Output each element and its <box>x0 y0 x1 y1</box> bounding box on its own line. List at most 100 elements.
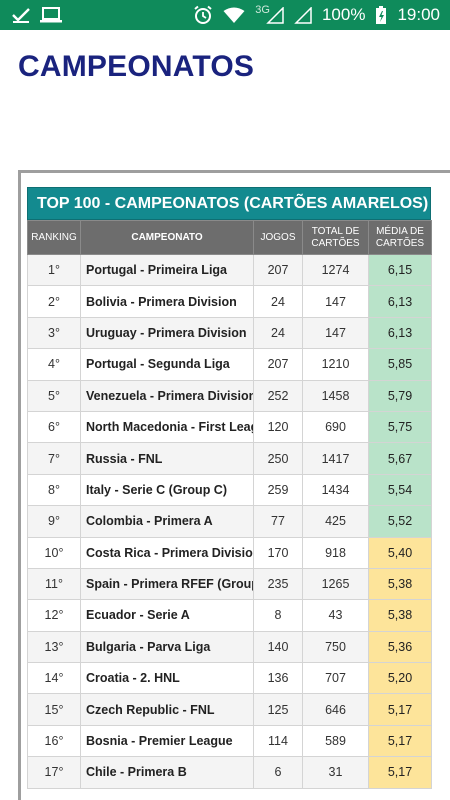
rank-cell: 2° <box>27 285 81 318</box>
table-row[interactable]: 3° Uruguay - Primera Division 24 147 6,13 <box>27 316 432 350</box>
games-cell: 8 <box>253 599 303 632</box>
total-cards-cell: 1265 <box>302 567 369 601</box>
rank-cell: 4° <box>27 348 81 381</box>
table-row[interactable]: 16° Bosnia - Premier League 114 589 5,17 <box>27 724 432 758</box>
league-cell: Portugal - Primeira Liga <box>80 253 254 287</box>
total-cards-cell: 43 <box>302 599 369 632</box>
total-cards-cell: 918 <box>302 536 369 569</box>
avg-cards-cell: 5,54 <box>368 473 432 507</box>
rank-cell: 9° <box>27 505 81 538</box>
games-cell: 114 <box>253 724 303 758</box>
avg-cards-cell: 5,17 <box>368 724 432 758</box>
total-cards-cell: 425 <box>302 505 369 538</box>
total-cards-cell: 1417 <box>302 442 369 475</box>
games-cell: 250 <box>253 442 303 475</box>
league-cell: Bolivia - Primera Division <box>80 285 254 318</box>
games-cell: 24 <box>253 316 303 350</box>
avg-cards-cell: 6,13 <box>368 316 432 350</box>
rank-cell: 3° <box>27 316 81 350</box>
league-cell: Ecuador - Serie A <box>80 599 254 632</box>
games-cell: 207 <box>253 348 303 381</box>
total-cards-cell: 1434 <box>302 473 369 507</box>
table-row[interactable]: 8° Italy - Serie C (Group C) 259 1434 5,54 <box>27 473 432 507</box>
league-cell: Russia - FNL <box>80 442 254 475</box>
avg-cards-cell: 5,17 <box>368 693 432 726</box>
table-frame[interactable]: TOP 100 - CAMPEONATOS (CARTÕES AMARELOS)… <box>18 170 450 800</box>
table-title: TOP 100 - CAMPEONATOS (CARTÕES AMARELOS) <box>27 187 431 220</box>
avg-cards-cell: 5,20 <box>368 662 432 695</box>
column-header-league: CAMPEONATO <box>80 220 254 255</box>
table-row[interactable]: 10° Costa Rica - Primera Division 170 918 5,… <box>27 536 432 569</box>
games-cell: 235 <box>253 567 303 601</box>
avg-cards-cell: 5,67 <box>368 442 432 475</box>
table-row[interactable]: 4° Portugal - Segunda Liga 207 1210 5,85 <box>27 348 432 381</box>
clock: 19:00 <box>397 5 440 24</box>
league-cell: Colombia - Primera A <box>80 505 254 538</box>
rank-cell: 5° <box>27 379 81 412</box>
status-bar-right: 3G 100% 19:00 <box>193 0 440 30</box>
signal-icon: 3G <box>255 0 284 30</box>
total-cards-cell: 1458 <box>302 379 369 412</box>
games-cell: 207 <box>253 253 303 287</box>
rank-cell: 17° <box>27 756 81 789</box>
column-header-games: JOGOS <box>253 220 303 255</box>
table-row[interactable]: 14° Croatia - 2. HNL 136 707 5,20 <box>27 662 432 695</box>
rank-cell: 11° <box>27 567 81 601</box>
column-header-ranking: RANKING <box>27 220 81 255</box>
games-cell: 6 <box>253 756 303 789</box>
rank-cell: 10° <box>27 536 81 569</box>
games-cell: 77 <box>253 505 303 538</box>
games-cell: 259 <box>253 473 303 507</box>
table-row[interactable]: 6°North Macedonia - First League1206905,… <box>27 410 432 444</box>
total-cards-cell: 750 <box>302 630 369 664</box>
laptop-icon <box>40 0 62 30</box>
avg-cards-cell: 5,38 <box>368 567 432 601</box>
total-cards-cell: 147 <box>302 316 369 350</box>
games-cell: 24 <box>253 285 303 318</box>
avg-cards-cell: 6,13 <box>368 285 432 318</box>
games-cell: 120 <box>253 410 303 444</box>
column-header-avg-cards: MÉDIA DE CARTÕES <box>368 220 432 255</box>
league-cell: Portugal - Segunda Liga <box>80 348 254 381</box>
table-row[interactable]: 1° Portugal - Primeira Liga 207 1274 6,15 <box>27 253 432 287</box>
total-cards-cell: 147 <box>302 285 369 318</box>
wifi-icon <box>223 0 245 30</box>
network-type: 3G <box>255 4 270 16</box>
table-row[interactable]: 13° Bulgaria - Parva Liga 140 750 5,36 <box>27 630 432 664</box>
table-row[interactable]: 17° Chile - Primera B 6 31 5,17 <box>27 756 432 789</box>
battery-charging-icon <box>375 0 387 30</box>
table-header-row: RANKING CAMPEONATO JOGOS TOTAL DE CARTÕE… <box>27 220 432 255</box>
league-cell: Spain - Primera RFEF (Group 2) <box>80 567 254 601</box>
status-bar-left <box>12 0 62 30</box>
rank-cell: 1° <box>27 253 81 287</box>
league-cell: Venezuela - Primera Division <box>80 379 254 412</box>
league-cell: Costa Rica - Primera Division <box>80 536 254 569</box>
table-row[interactable]: 2° Bolivia - Primera Division 24 147 6,13 <box>27 285 432 318</box>
rank-cell: 8° <box>27 473 81 507</box>
table-row[interactable]: 9° Colombia - Primera A 77 425 5,52 <box>27 505 432 538</box>
games-cell: 140 <box>253 630 303 664</box>
table-row[interactable]: 12° Ecuador - Serie A 8 43 5,38 <box>27 599 432 632</box>
column-header-total-cards: TOTAL DE CARTÕES <box>302 220 369 255</box>
signal-icon-2 <box>294 0 312 30</box>
league-cell: Bulgaria - Parva Liga <box>80 630 254 664</box>
rank-cell: 14° <box>27 662 81 695</box>
avg-cards-cell: 5,38 <box>368 599 432 632</box>
avg-cards-cell: 5,52 <box>368 505 432 538</box>
avg-cards-cell: 5,75 <box>368 410 432 444</box>
page-title: CAMPEONATOS <box>18 50 255 83</box>
alarm-icon <box>193 0 213 30</box>
table-row[interactable]: 11°Spain - Primera RFEF (Group 2)2351265… <box>27 567 432 601</box>
table-row[interactable]: 7° Russia - FNL 250 1417 5,67 <box>27 442 432 475</box>
table-row[interactable]: 15° Czech Republic - FNL 125 646 5,17 <box>27 693 432 726</box>
ranking-table: RANKING CAMPEONATO JOGOS TOTAL DE CARTÕE… <box>27 220 432 789</box>
games-cell: 252 <box>253 379 303 412</box>
league-cell: Chile - Primera B <box>80 756 254 789</box>
total-cards-cell: 646 <box>302 693 369 726</box>
total-cards-cell: 589 <box>302 724 369 758</box>
league-cell: Italy - Serie C (Group C) <box>80 473 254 507</box>
league-cell: Croatia - 2. HNL <box>80 662 254 695</box>
table-row[interactable]: 5° Venezuela - Primera Division 252 1458 5,7… <box>27 379 432 412</box>
total-cards-cell: 1274 <box>302 253 369 287</box>
total-cards-cell: 31 <box>302 756 369 789</box>
